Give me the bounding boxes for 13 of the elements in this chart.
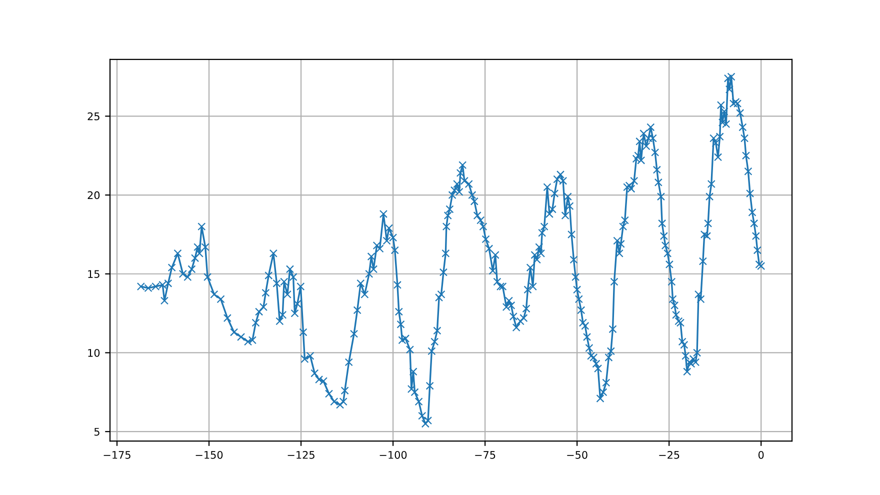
x-tick-label: 0 <box>758 450 764 459</box>
y-tick-label: 10 <box>88 348 100 357</box>
x-tick-label: −175 <box>104 451 130 459</box>
y-tick-label: 25 <box>88 112 100 120</box>
x-tick-label: −150 <box>196 450 223 459</box>
y-tick-label: 20 <box>88 191 100 200</box>
y-tick-label: 15 <box>88 270 100 278</box>
y-tick-label: 5 <box>94 428 100 436</box>
x-tick-label: −125 <box>288 450 314 459</box>
x-tick-label: −25 <box>659 450 680 459</box>
x-tick-label: −100 <box>380 450 407 459</box>
x-tick-label: −75 <box>475 451 496 459</box>
x-tick-label: −50 <box>567 450 588 459</box>
